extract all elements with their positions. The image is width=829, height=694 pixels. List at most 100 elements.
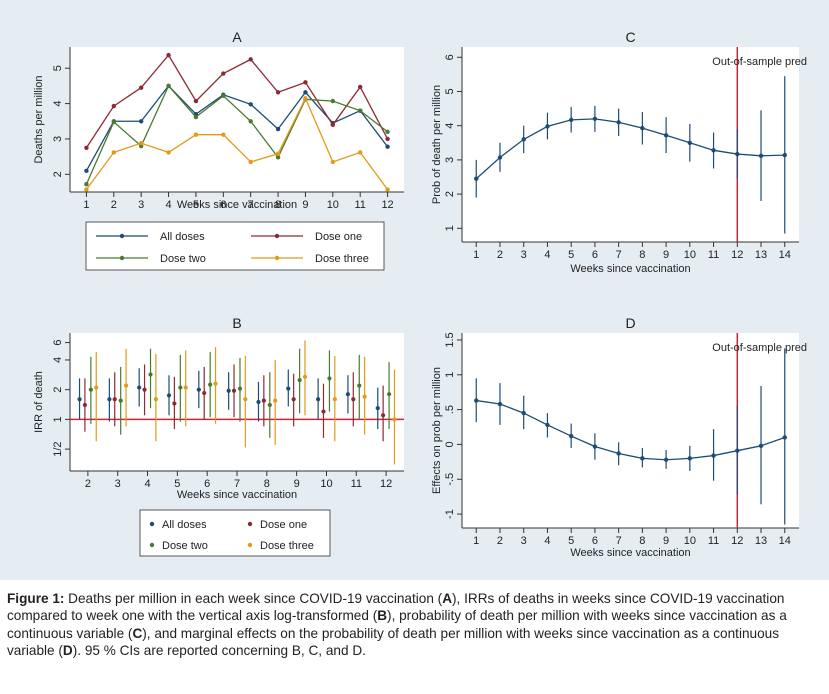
x-tick-label-A: 11 bbox=[354, 199, 365, 211]
data-point-dose-three bbox=[330, 159, 336, 165]
data-point-dose-two bbox=[178, 385, 183, 390]
panel-title-A: A bbox=[232, 29, 242, 45]
data-point-dose-one bbox=[84, 145, 89, 150]
legend-marker-B bbox=[247, 542, 253, 548]
legend-label-B: Dose three bbox=[260, 540, 314, 552]
y-tick-label-D: -1 bbox=[444, 509, 456, 519]
data-point-dose-one bbox=[112, 397, 117, 402]
data-point-dose-three bbox=[248, 159, 253, 165]
x-tick-label-B: 2 bbox=[85, 478, 91, 490]
legend-label-A: Dose three bbox=[315, 253, 369, 265]
data-point-D bbox=[592, 444, 598, 449]
y-tick-label-B: 4 bbox=[52, 357, 64, 363]
x-tick-label-C: 8 bbox=[639, 249, 645, 261]
data-point-D bbox=[758, 443, 764, 449]
x-tick-label-D: 12 bbox=[731, 535, 743, 547]
y-tick-label-D: 1.5 bbox=[444, 332, 456, 347]
x-tick-label-D: 9 bbox=[663, 535, 669, 547]
legend-marker-A bbox=[274, 255, 280, 261]
y-tick-label-A: 2 bbox=[52, 171, 64, 177]
data-point-all-doses bbox=[303, 90, 308, 95]
data-point-dose-two bbox=[88, 387, 93, 392]
x-tick-label-C: 10 bbox=[684, 249, 696, 261]
data-point-dose-two bbox=[385, 129, 390, 135]
legend-label-B: All doses bbox=[162, 519, 207, 531]
panel-title-B: B bbox=[232, 315, 241, 331]
data-point-dose-one bbox=[172, 401, 177, 406]
data-point-dose-three bbox=[213, 381, 218, 386]
data-point-dose-three bbox=[357, 150, 363, 155]
panel-title-C: C bbox=[625, 29, 635, 45]
data-point-dose-two bbox=[297, 377, 302, 383]
y-axis-label-A: Deaths per million bbox=[33, 75, 45, 163]
data-point-all-doses bbox=[166, 393, 172, 398]
series-line-all-doses bbox=[85, 84, 389, 172]
data-point-all-doses bbox=[138, 119, 144, 124]
prediction-line-C bbox=[475, 118, 785, 180]
x-tick-label-A: 10 bbox=[327, 199, 339, 211]
data-point-dose-one bbox=[166, 52, 171, 58]
data-point-D bbox=[568, 433, 574, 439]
data-point-dose-three bbox=[193, 132, 199, 137]
caption-text: ), probability of death per million with… bbox=[7, 608, 787, 641]
data-point-dose-two bbox=[193, 114, 199, 120]
y-tick-label-B: 2 bbox=[52, 387, 64, 393]
y-axis-label-D: Effects on prob per million bbox=[431, 367, 443, 494]
figure-svg: A Weeks since vaccination Deaths per milli… bbox=[33, 29, 807, 559]
caption-text: ), IRRs of deaths in weeks since COVID-1… bbox=[7, 591, 785, 624]
y-tick-label-C: 6 bbox=[444, 54, 456, 60]
series-line-dose-two bbox=[85, 84, 388, 185]
x-tick-label-C: 2 bbox=[497, 249, 503, 261]
data-point-D bbox=[663, 457, 669, 462]
caption-text: ). 95 % CIs are reported concerning B, C… bbox=[72, 643, 366, 659]
x-axis-label-D: Weeks since vaccination bbox=[570, 547, 690, 559]
y-tick-label-B: 1 bbox=[52, 416, 64, 422]
data-point-dose-three bbox=[275, 151, 281, 157]
data-point-dose-one bbox=[231, 388, 237, 393]
x-tick-label-C: 1 bbox=[473, 249, 479, 261]
x-tick-label-D: 6 bbox=[592, 535, 598, 547]
data-point-all-doses bbox=[226, 388, 231, 393]
panel-title-D: D bbox=[625, 315, 635, 331]
data-point-dose-one bbox=[357, 84, 363, 90]
data-point-dose-three bbox=[138, 140, 144, 146]
data-point-dose-three bbox=[392, 417, 397, 422]
x-tick-label-A: 12 bbox=[381, 199, 393, 211]
data-point-dose-two bbox=[111, 119, 117, 125]
data-point-C bbox=[782, 152, 787, 158]
legend-label-B: Dose one bbox=[260, 519, 307, 531]
data-point-dose-three bbox=[123, 383, 129, 388]
series-line-dose-three bbox=[85, 96, 389, 190]
data-point-dose-one bbox=[202, 390, 207, 396]
y-tick-label-C: 1 bbox=[444, 225, 456, 231]
data-point-dose-three bbox=[94, 385, 99, 390]
x-tick-label-D: 8 bbox=[639, 535, 645, 547]
data-point-C bbox=[735, 151, 740, 157]
data-point-all-doses bbox=[316, 397, 321, 402]
x-tick-label-B: 11 bbox=[351, 478, 362, 490]
x-tick-label-B: 12 bbox=[380, 478, 392, 490]
plot-area-C bbox=[462, 47, 799, 242]
data-point-all-doses bbox=[256, 399, 261, 405]
data-point-dose-two bbox=[166, 83, 171, 89]
x-tick-label-D: 2 bbox=[497, 535, 503, 547]
data-point-all-doses bbox=[77, 397, 82, 402]
x-tick-label-D: 11 bbox=[708, 535, 719, 547]
caption-text: Deaths per million in each week since CO… bbox=[64, 591, 443, 606]
data-point-D bbox=[616, 451, 621, 456]
y-tick-label-B: 1/2 bbox=[52, 441, 64, 456]
data-point-D bbox=[711, 453, 716, 458]
x-tick-label-D: 13 bbox=[755, 535, 767, 547]
data-point-dose-one bbox=[275, 90, 281, 95]
x-tick-label-B: 9 bbox=[294, 478, 300, 490]
y-tick-label-C: 4 bbox=[444, 123, 456, 129]
data-point-dose-two bbox=[248, 119, 253, 124]
data-point-dose-three bbox=[302, 374, 308, 379]
data-point-dose-three bbox=[362, 394, 367, 399]
data-point-dose-one bbox=[142, 387, 147, 392]
x-tick-label-D: 5 bbox=[568, 535, 574, 547]
plot-area-D bbox=[462, 333, 799, 528]
x-axis-label-C: Weeks since vaccination bbox=[570, 263, 690, 275]
data-point-C bbox=[545, 124, 550, 129]
data-point-dose-one bbox=[261, 398, 266, 403]
